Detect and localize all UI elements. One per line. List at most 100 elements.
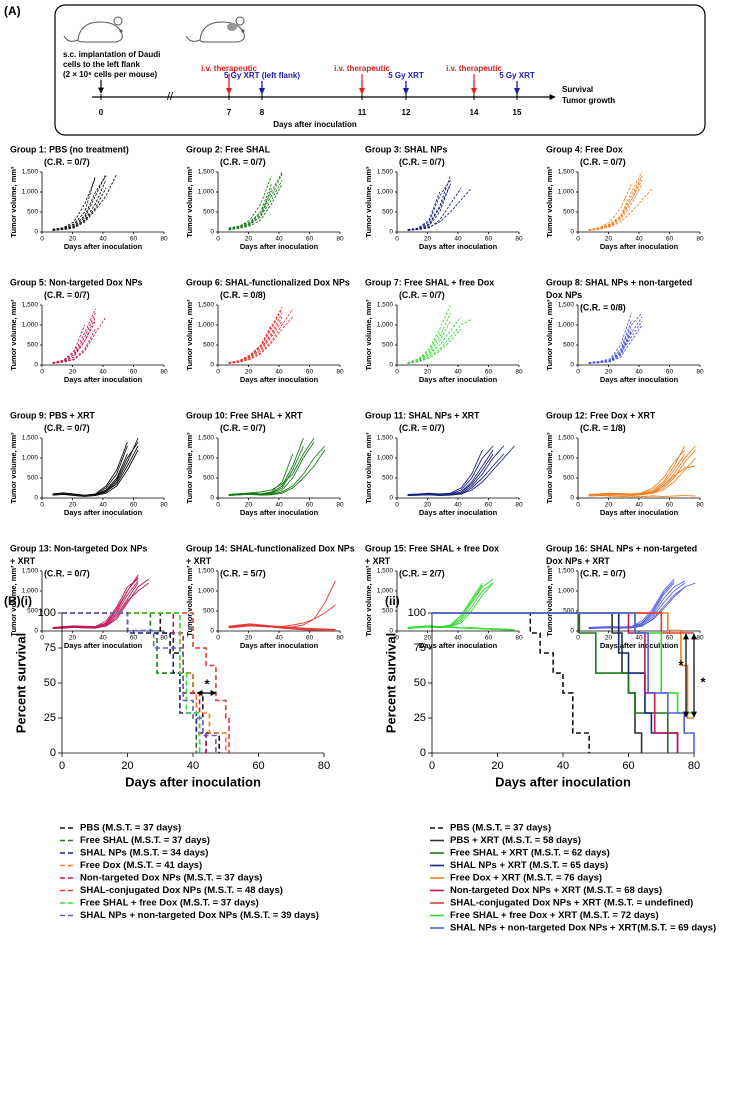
tumor-line [52,441,128,496]
y-tick-label: 500 [27,475,38,482]
x-tick-label: 80 [696,635,704,642]
tumor-line [52,445,139,497]
x-tick-label: 80 [318,760,330,772]
tumor-line [52,187,107,231]
y-tick-label: 1,000 [22,588,39,595]
tumor-line [588,187,654,231]
tumor-line [52,175,107,230]
tumor-line [407,312,451,364]
timeline-day: 7 [227,108,232,117]
chart-title: Group 15: Free SHAL + free Dox [365,543,499,553]
annotation: (C.R. = 0/7) [220,423,266,433]
significance-mark: * [678,657,684,672]
chart-title: Group 3: SHAL NPs [365,144,448,154]
tumor-line [52,316,96,364]
y-tick-label: 0 [570,229,574,236]
y-axis-label: Percent survival [13,633,28,733]
x-tick-label: 60 [666,236,674,243]
y-tick-label: 1,500 [198,435,215,442]
x-tick-label: 60 [130,236,138,243]
y-tick-label: 1,000 [198,588,215,595]
y-axis-label: Tumor volume, mm³ [545,299,554,371]
timeline-axis-label: Days after inoculation [273,120,357,129]
timeline-event: 5 Gy XRT [499,71,535,80]
x-tick-label: 20 [69,502,77,509]
x-tick-label: 40 [99,369,107,376]
y-axis-label: Tumor volume, mm³ [364,432,373,504]
timeline-event: i.v. therapeutic [446,64,502,73]
x-tick-label: 0 [216,236,220,243]
timeline-note: cells to the left flank [63,60,140,69]
x-tick-label: 0 [576,635,580,642]
y-axis-label: Tumor volume, mm³ [9,432,18,504]
y-tick-label: 1,000 [377,455,394,462]
chart-title: Group 14: SHAL-functionalized Dox NPs [186,543,355,553]
x-tick-label: 80 [336,369,344,376]
x-axis-label: Days after inoculation [125,774,261,789]
x-tick-label: 60 [130,635,138,642]
legend-label: PBS (M.S.T. = 37 days) [450,823,551,834]
x-tick-label: 20 [605,236,613,243]
annotation: (C.R. = 5/7) [220,568,266,578]
timeline-day: 11 [358,108,367,117]
x-tick-label: 0 [216,635,220,642]
y-tick-label: 25 [44,712,56,724]
y-tick-label: 1,500 [558,568,575,575]
y-tick-label: 1,000 [198,189,215,196]
y-tick-label: 50 [414,677,426,689]
x-tick-label: 80 [696,236,704,243]
x-tick-label: 40 [454,236,462,243]
y-tick-label: 0 [34,495,38,502]
timeline-day: 15 [513,108,522,117]
x-tick-label: 0 [395,236,399,243]
tumor-line [588,324,643,364]
panel-label: (ii) [385,594,400,608]
tumor-line [228,187,272,231]
x-tick-label: 0 [40,635,44,642]
legend-label: Free SHAL + free Dox + XRT (M.S.T. = 72 … [450,910,659,921]
tumor-line [588,582,696,630]
x-tick-label: 0 [216,369,220,376]
x-tick-label: 80 [696,502,704,509]
survival-line [62,612,217,753]
y-axis-label: Tumor volume, mm³ [545,432,554,504]
timeline-event: 5 Gy XRT [388,71,424,80]
x-tick-label: 20 [121,760,133,772]
y-tick-label: 500 [27,608,38,615]
y-tick-label: 0 [389,362,393,369]
legend-label: Free Dox (M.S.T. = 41 days) [80,860,202,871]
x-tick-label: 80 [336,236,344,243]
y-tick-label: 500 [203,608,214,615]
x-tick-label: 80 [515,635,523,642]
x-tick-label: 0 [216,502,220,509]
tumor-line [228,445,304,495]
tumor-line [228,316,294,364]
x-tick-label: 20 [69,236,77,243]
survival-line [62,612,201,753]
x-tick-label: 20 [69,369,77,376]
x-axis-label: Days after inoculation [419,508,498,517]
tumor-line [228,306,283,364]
tumor-line [588,445,686,496]
y-tick-label: 1,000 [198,322,215,329]
tumor-line [228,308,294,364]
y-tick-label: 1,500 [22,302,39,309]
significance-mark: * [204,676,210,691]
annotation: (C.R. = 0/7) [44,157,90,167]
arrow-head [259,88,265,95]
y-tick-label: 1,000 [377,322,394,329]
y-tick-label: 1,000 [558,588,575,595]
y-tick-label: 500 [27,342,38,349]
annotation: (C.R. = 0/7) [580,157,626,167]
tumor-line [407,625,515,630]
x-axis-label: Days after inoculation [64,641,143,650]
y-axis-label: Tumor volume, mm³ [9,565,18,637]
x-tick-label: 40 [275,236,283,243]
legend-label: SHAL NPs (M.S.T. = 34 days) [80,848,208,859]
x-tick-label: 60 [252,760,264,772]
x-tick-label: 40 [275,502,283,509]
y-tick-label: 1,000 [198,455,215,462]
x-tick-label: 40 [99,635,107,642]
annotation: (C.R. = 0/7) [580,568,626,578]
x-tick-label: 40 [454,502,462,509]
